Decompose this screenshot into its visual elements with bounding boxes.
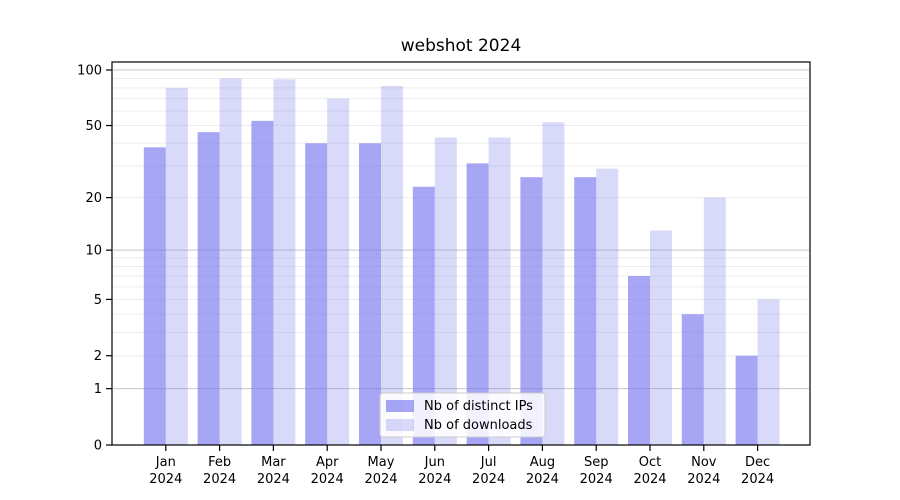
bar-downloads-jul [488, 137, 511, 445]
y-tick-label-20: 20 [85, 191, 102, 206]
bar-downloads-apr [327, 98, 350, 445]
x-tick-label-feb: Feb 2024 [203, 455, 236, 487]
x-tick-label-nov: Nov 2024 [687, 455, 720, 487]
bar-ips-mar [251, 120, 274, 446]
x-tick-label-mar: Mar 2024 [257, 455, 290, 487]
legend-box [379, 392, 546, 438]
bar-ips-jul [466, 163, 489, 446]
bar-downloads-dec [757, 299, 780, 445]
x-tick-label-apr: Apr 2024 [311, 455, 344, 487]
x-tick-label-aug: Aug 2024 [526, 455, 559, 487]
y-tick-label-10: 10 [85, 244, 102, 259]
bar-downloads-may [381, 85, 403, 445]
bar-ips-jun [412, 186, 435, 445]
bar-ips-may [359, 143, 381, 445]
bar-ips-nov [681, 314, 704, 445]
x-tick-label-sep: Sep 2024 [580, 455, 613, 487]
bar-ips-dec [735, 355, 758, 445]
bar-downloads-sep [596, 168, 619, 445]
x-tick-label-may: May 2024 [364, 455, 397, 487]
x-tick-label-oct: Oct 2024 [633, 455, 666, 487]
bar-downloads-nov [703, 197, 726, 445]
axes-frame [111, 61, 811, 446]
x-tick-label-jun: Jun 2024 [418, 455, 451, 487]
bar-downloads-oct [650, 230, 672, 445]
bar-ips-apr [305, 143, 328, 445]
x-tick-label-jan: Jan 2024 [149, 455, 182, 487]
legend-label-1: Nb of downloads [424, 418, 533, 433]
bar-downloads-jun [434, 137, 457, 445]
legend-swatch-0 [386, 400, 414, 412]
y-tick-label-1: 1 [94, 382, 102, 397]
y-tick-label-0: 0 [94, 439, 102, 454]
bar-ips-oct [628, 276, 650, 445]
bar-downloads-jan [165, 87, 188, 445]
y-tick-label-5: 5 [94, 293, 102, 308]
y-tick-label-100: 100 [77, 64, 102, 79]
y-tick-label-2: 2 [94, 349, 102, 364]
legend-label-0: Nb of distinct IPs [424, 399, 533, 414]
bar-ips-aug [520, 177, 543, 445]
bar-downloads-mar [273, 79, 296, 446]
bar-downloads-feb [219, 78, 242, 446]
legend-swatch-1 [386, 419, 414, 431]
bar-ips-feb [197, 132, 220, 446]
chart-title: webshot 2024 [400, 36, 522, 56]
bar-ips-jan [143, 147, 166, 445]
y-tick-label-50: 50 [85, 119, 102, 134]
x-tick-label-dec: Dec 2024 [741, 455, 774, 487]
bar-ips-sep [574, 177, 597, 445]
x-tick-label-jul: Jul 2024 [472, 455, 505, 487]
bar-downloads-aug [542, 122, 565, 445]
